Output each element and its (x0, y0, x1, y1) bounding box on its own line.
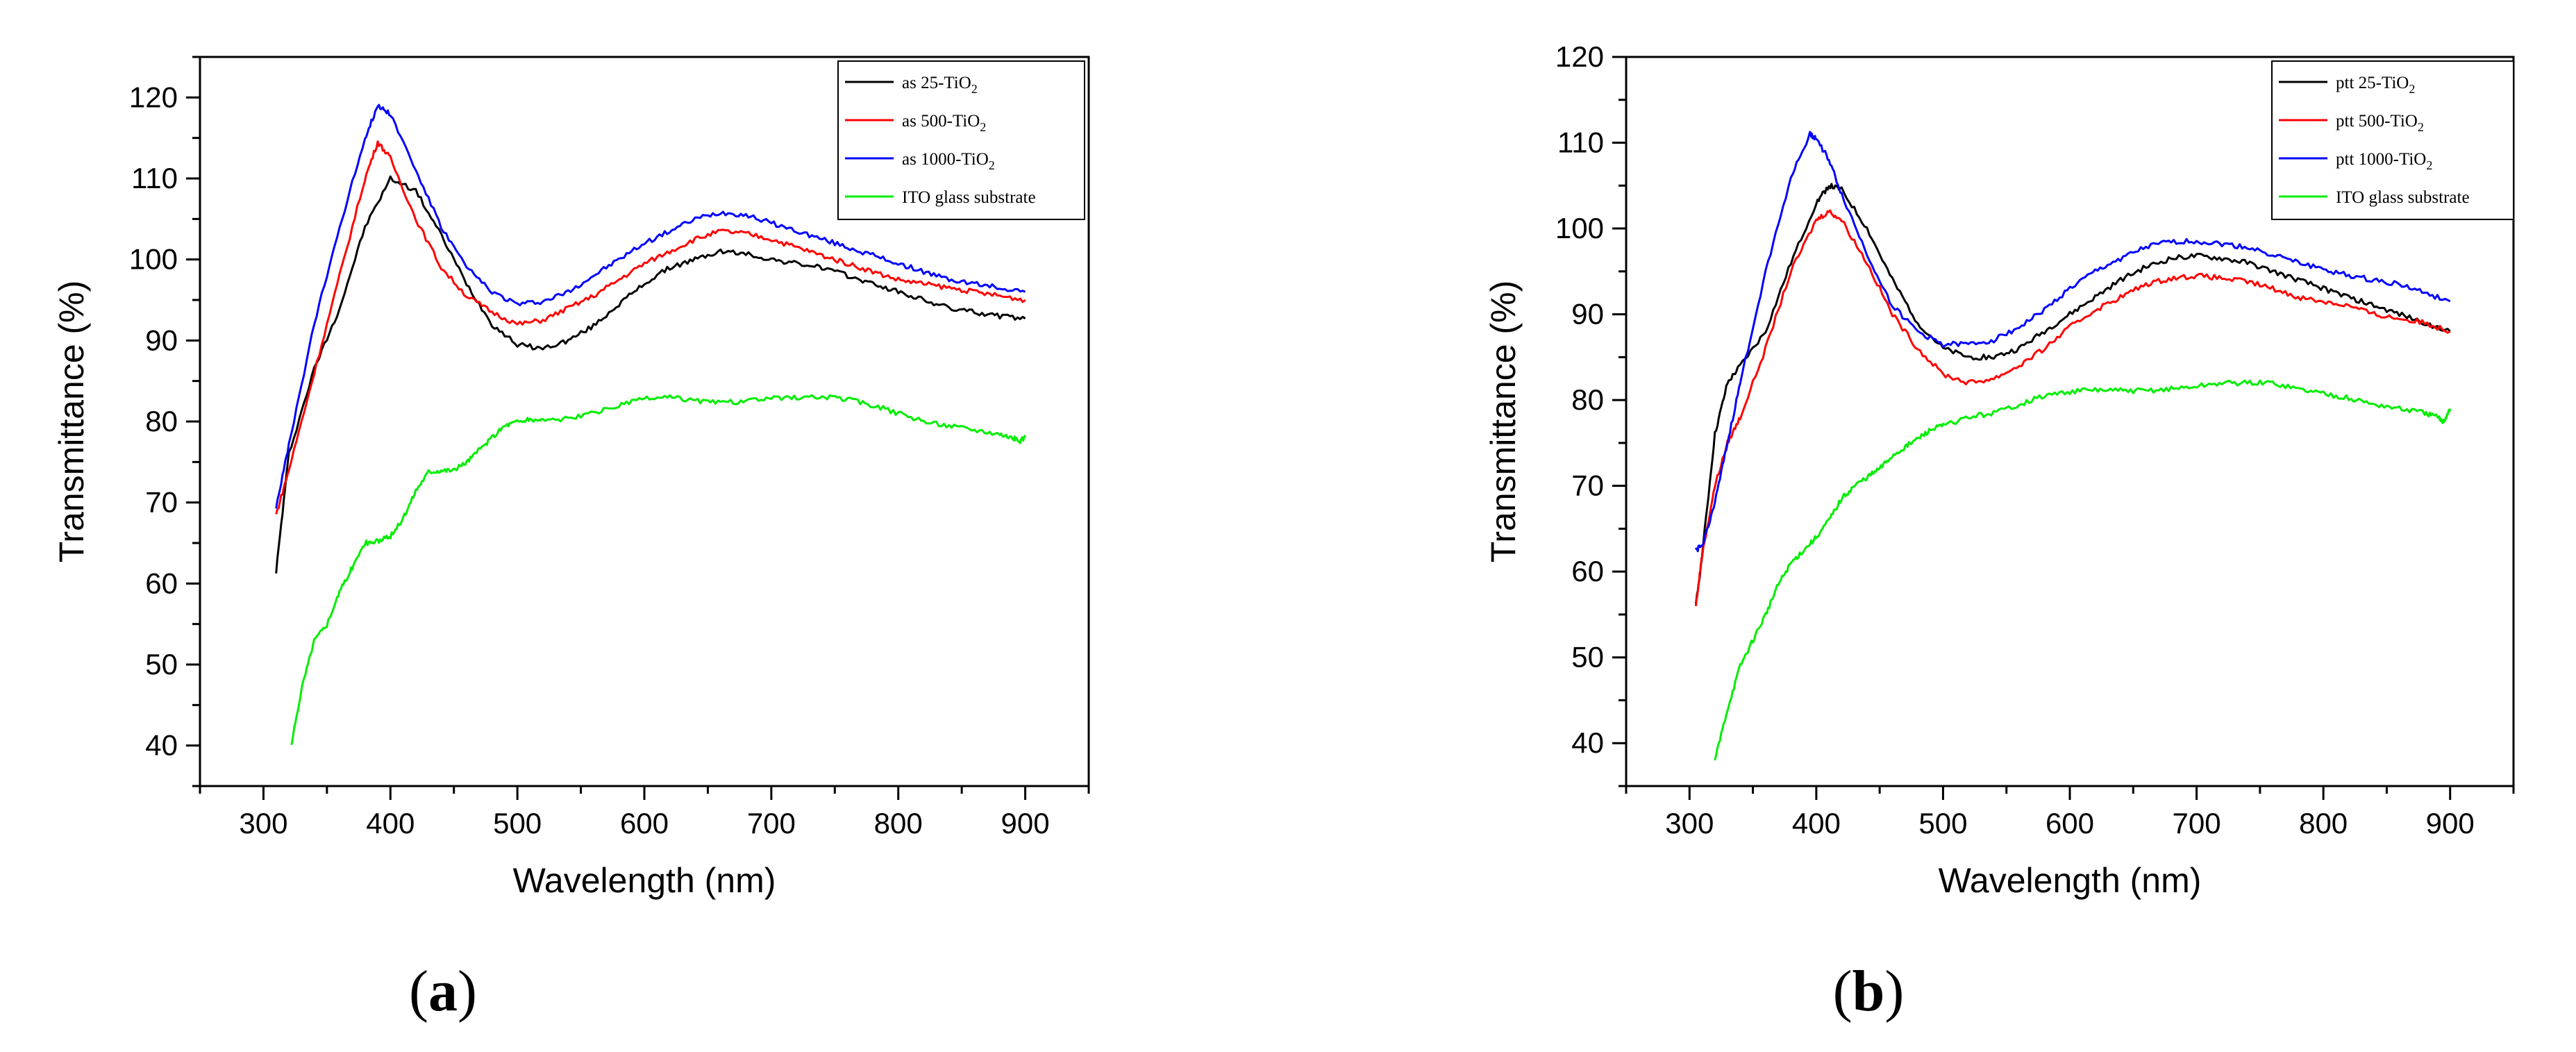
y-tick-label: 90 (145, 324, 178, 356)
series-line-3 (275, 103, 1026, 509)
x-tick-label: 400 (1792, 807, 1841, 840)
y-tick-label: 40 (145, 729, 178, 762)
legend-label: ptt 500-TiO2 (2336, 112, 2424, 134)
y-tick-label: 70 (1571, 469, 1604, 502)
y-tick-label: 90 (1571, 298, 1604, 331)
x-tick-label: 300 (239, 807, 287, 840)
y-tick-label: 120 (129, 81, 178, 113)
legend-label: as 25-TiO2 (902, 74, 978, 96)
x-tick-label: 800 (874, 807, 923, 840)
y-tick-label: 70 (145, 486, 178, 519)
series-line-3 (1695, 131, 2451, 553)
y-tick-label: 120 (1555, 40, 1604, 73)
y-axis-title: Transmittance (%) (52, 281, 91, 563)
y-tick-label: 60 (145, 567, 178, 599)
y-tick-label: 100 (1555, 212, 1604, 244)
legend-label: ITO glass substrate (902, 188, 1036, 207)
legend-label: as 1000-TiO2 (902, 150, 995, 172)
x-tick-label: 900 (1001, 807, 1050, 840)
x-tick-label: 500 (493, 807, 542, 840)
y-tick-label: 110 (131, 162, 178, 194)
legend-box (837, 60, 1085, 220)
x-tick-label: 900 (2426, 807, 2475, 840)
legend-label: as 500-TiO2 (902, 112, 986, 134)
x-tick-label: 600 (2046, 807, 2094, 840)
x-axis-title: Wavelength (nm) (513, 861, 776, 900)
chart-panel-b: 300 400 500 600 700 800 900 40 50 60 70 80 90 100 110 1… (1484, 40, 2515, 1024)
x-tick-label: 700 (747, 807, 796, 840)
legend-box (2271, 60, 2514, 220)
y-tick-label: 100 (129, 243, 178, 276)
y-tick-label: 110 (1557, 126, 1604, 159)
y-tick-label: 80 (145, 405, 178, 437)
y-tick-label: 50 (1571, 641, 1604, 674)
series-line-4 (1714, 379, 2452, 761)
panel-label: (b) (1833, 959, 1905, 1024)
legend-label: ITO glass substrate (2336, 188, 2470, 207)
y-tick-label: 40 (1571, 726, 1604, 759)
x-axis-title: Wavelength (nm) (1939, 861, 2202, 900)
series-line-1 (275, 175, 1026, 574)
y-tick-label: 60 (1571, 555, 1604, 587)
y-tick-label: 80 (1571, 383, 1604, 416)
x-tick-label: 400 (366, 807, 415, 840)
legend-label: ptt 25-TiO2 (2336, 74, 2415, 96)
y-axis-title: Transmittance (%) (1484, 281, 1523, 563)
x-tick-label: 800 (2299, 807, 2348, 840)
panel-label: (a) (409, 959, 477, 1024)
y-tick-label: 50 (145, 648, 178, 681)
series-line-1 (1694, 183, 2451, 604)
legend-label: ptt 1000-TiO2 (2336, 150, 2432, 172)
series-line-4 (290, 394, 1027, 746)
series-line-2 (275, 140, 1026, 515)
x-tick-label: 600 (620, 807, 669, 840)
x-tick-label: 500 (1918, 807, 1967, 840)
x-tick-label: 300 (1665, 807, 1714, 840)
chart-panel-a: 300 400 500 600 700 800 900 40 50 60 70 80 90 100 110 1… (52, 56, 1090, 1024)
x-tick-label: 700 (2173, 807, 2221, 840)
series-line-2 (1694, 209, 2451, 607)
